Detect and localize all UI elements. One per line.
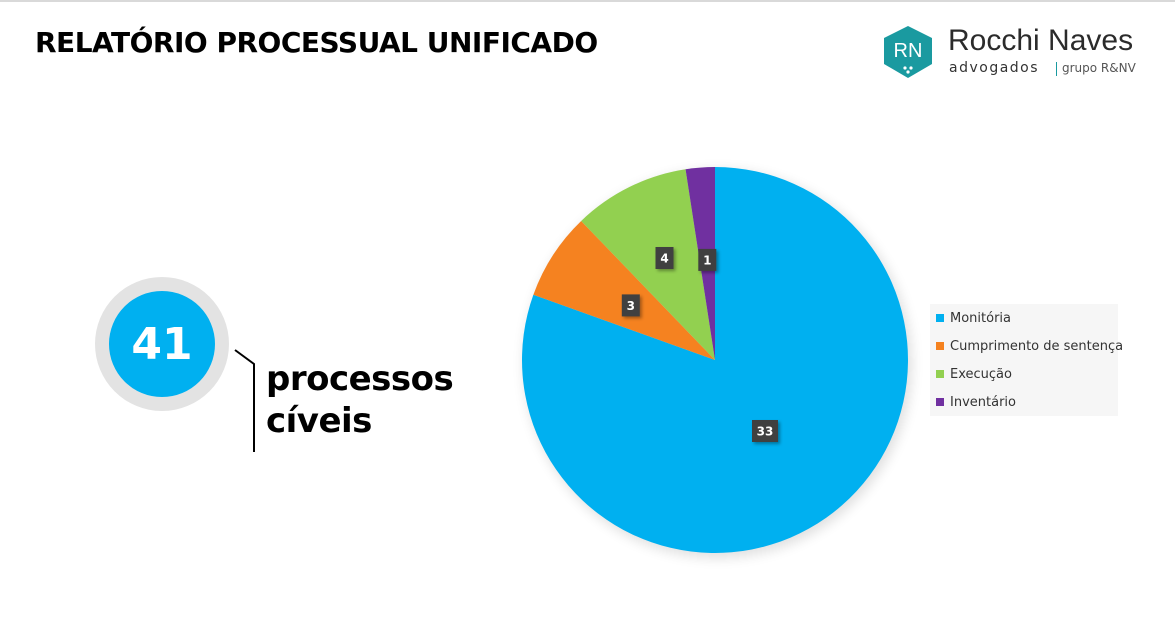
svg-text:33: 33 [757,425,774,439]
pie-data-label-1: 3 [621,294,640,317]
svg-text:4: 4 [660,252,668,266]
legend-label-0: Monitória [950,310,1011,326]
logo-name: Rocchi Naves [948,24,1134,57]
kpi-value: 41 [131,318,193,370]
page-title: RELATÓRIO PROCESSUAL UNIFICADO [35,26,598,59]
pie-slice-1 [533,220,715,360]
pie-data-label-2: 4 [655,247,674,269]
kpi-ring: 41 [95,277,229,411]
kpi-bracket [234,349,255,452]
company-logo: RN Rocchi Naves advogados grupo R&NV [880,24,1160,84]
chart-legend: Monitória Cumprimento de sentença Execução… [930,304,1123,416]
kpi-label-line1: processos [266,359,454,399]
top-divider [0,0,1175,2]
svg-text:1: 1 [703,253,711,267]
pie-data-label-3: 1 [698,248,717,271]
logo-group: grupo R&NV [1062,61,1136,75]
kpi-label: processos cíveis [266,358,486,442]
legend-label-1: Cumprimento de sentença [950,338,1124,354]
logo-separator [1056,62,1057,76]
logo-subtitle: advogados [949,60,1040,76]
logo-badge-icon: RN [884,26,932,78]
legend-swatch-2 [936,370,944,378]
legend-swatch-1 [936,342,944,350]
svg-text:3: 3 [627,299,635,313]
legend-item-1: Cumprimento de sentença [936,337,1123,355]
kpi-circle: 41 [109,291,215,397]
pie-slice-2 [581,169,715,360]
pie-data-label-0: 33 [752,420,778,442]
pie-slice-0 [521,167,908,553]
kpi-label-line2: cíveis [266,401,372,441]
legend-item-0: Monitória [936,309,1011,327]
legend-label-3: Inventário [950,394,1016,410]
logo-monogram: RN [894,40,923,62]
legend-item-3: Inventário [936,393,1016,411]
legend-label-2: Execução [950,366,1012,382]
legend-swatch-3 [936,398,944,406]
legend-swatch-0 [936,314,944,322]
legend-item-2: Execução [936,365,1012,383]
